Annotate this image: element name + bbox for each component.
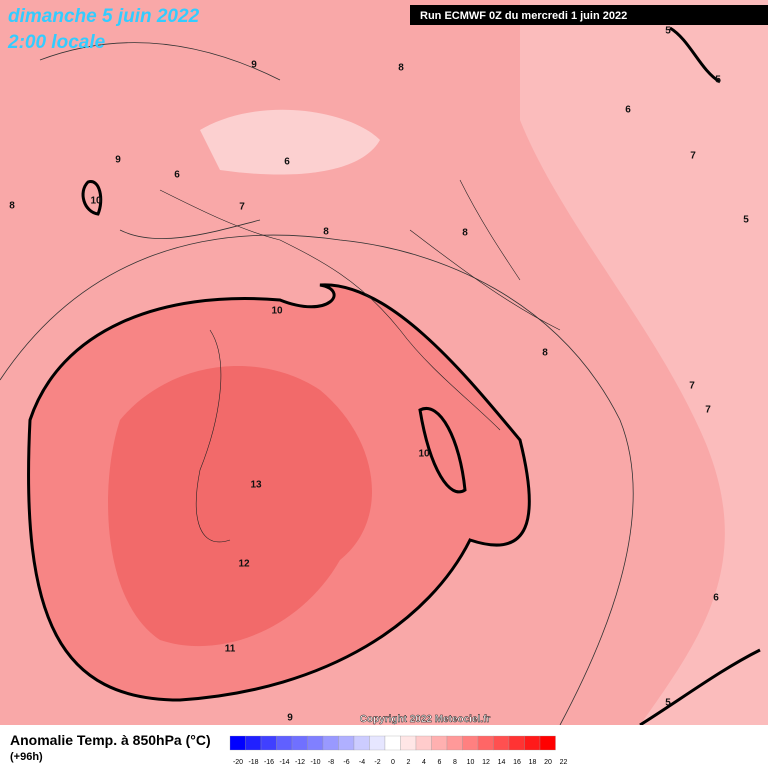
contour-label: 10 <box>418 449 430 460</box>
legend-swatch <box>477 735 494 751</box>
contour-10 <box>81 180 103 216</box>
contour-label: 8 <box>462 228 468 239</box>
legend-swatch <box>400 735 417 751</box>
contour-label: 5 <box>665 698 671 709</box>
legend-swatch <box>431 735 448 751</box>
legend-tick-label: 12 <box>482 759 490 766</box>
legend-swatch <box>462 735 479 751</box>
date: dimanche 5 juin 2022 <box>8 6 200 27</box>
legend-swatch <box>245 735 262 751</box>
contour-label: 8 <box>9 201 15 212</box>
contour-label: 5 <box>665 26 671 37</box>
contour-label: 7 <box>689 381 695 392</box>
legend-tick-label: 16 <box>513 759 521 766</box>
legend-tick-label: -16 <box>264 759 274 766</box>
contour-label: 12 <box>238 559 250 570</box>
legend-title: Anomalie Temp. à 850hPa (°C) <box>10 732 211 748</box>
run-box <box>410 5 768 25</box>
contour-5 <box>639 26 761 727</box>
contour-label: 8 <box>323 227 329 238</box>
contour-label: 7 <box>239 202 245 213</box>
contour-label: 7 <box>705 405 711 416</box>
contour-label: 6 <box>625 105 631 116</box>
legend-tick-label: -6 <box>343 759 349 766</box>
legend-swatch <box>384 735 401 751</box>
contour-label: 7 <box>690 151 696 162</box>
legend-swatch <box>369 735 386 751</box>
legend-swatch <box>322 735 339 751</box>
legend-swatch <box>291 735 308 751</box>
copyright: Copyright 2022 Meteociel.fr <box>360 714 491 725</box>
cool-region <box>520 0 768 725</box>
legend-tick-label: 18 <box>529 759 537 766</box>
legend-swatch <box>353 735 370 751</box>
contour-label: 13 <box>250 480 262 491</box>
legend-swatch <box>493 735 510 751</box>
legend-tick-label: -20 <box>233 759 243 766</box>
legend-tick-label: 22 <box>560 759 568 766</box>
warm-core <box>108 366 373 647</box>
legend-tick-label: -14 <box>279 759 289 766</box>
legend-tick-label: 2 <box>407 759 411 766</box>
legend-tick-label: -10 <box>310 759 320 766</box>
contour-label: 8 <box>398 63 404 74</box>
legend-swatch <box>446 735 463 751</box>
contour-label: 5 <box>743 215 749 226</box>
contour-label: 6 <box>284 157 290 168</box>
legend-tick-label: 10 <box>467 759 475 766</box>
legend-tick-label: -4 <box>359 759 365 766</box>
legend-swatch <box>415 735 432 751</box>
legend-swatch <box>539 735 556 751</box>
coastline <box>159 179 561 543</box>
run-info: Run ECMWF 0Z du mercredi 1 juin 2022 <box>420 10 627 22</box>
legend-tick-label: 8 <box>453 759 457 766</box>
legend-tick-label: -18 <box>248 759 258 766</box>
contour-label: 10 <box>90 196 102 207</box>
contour-label: 8 <box>542 348 548 359</box>
legend-tick-label: 14 <box>498 759 506 766</box>
legend-tick-label: 20 <box>544 759 552 766</box>
contour-10 <box>27 283 531 702</box>
legend-tick-label: 6 <box>438 759 442 766</box>
legend-swatch <box>524 735 541 751</box>
contour-label: 9 <box>287 713 293 724</box>
lead-time: (+96h) <box>10 751 43 763</box>
contour-label: 9 <box>251 60 257 71</box>
legend-swatch <box>276 735 293 751</box>
contour-label: 9 <box>115 155 121 166</box>
legend-tick-label: 4 <box>422 759 426 766</box>
contour-label: 10 <box>271 306 283 317</box>
legend-swatch <box>307 735 324 751</box>
time: 2:00 locale <box>7 32 106 53</box>
contour-label: 6 <box>713 593 719 604</box>
legend-tick-label: -12 <box>295 759 305 766</box>
legend-tick-label: -8 <box>328 759 334 766</box>
contour-label: 6 <box>174 170 180 181</box>
cool-region <box>200 109 380 175</box>
legend-swatch <box>338 735 355 751</box>
legend-tick-label: -2 <box>374 759 380 766</box>
legend-swatch <box>260 735 277 751</box>
legend-swatch <box>229 735 246 751</box>
contour-10 <box>418 406 467 494</box>
contour-label: 5 <box>715 75 721 86</box>
legend-tick-label: 0 <box>391 759 395 766</box>
contour-label: 11 <box>225 644 236 655</box>
legend-swatch <box>508 735 525 751</box>
contour <box>0 42 634 726</box>
